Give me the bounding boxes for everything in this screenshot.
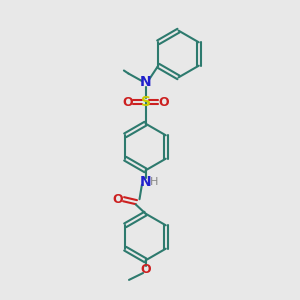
Text: O: O [158,95,169,109]
Text: O: O [140,263,151,276]
Text: O: O [122,95,133,109]
Text: N: N [140,76,151,89]
Text: H: H [150,177,158,187]
Text: O: O [112,193,123,206]
Text: S: S [140,95,151,109]
Text: N: N [140,175,151,189]
